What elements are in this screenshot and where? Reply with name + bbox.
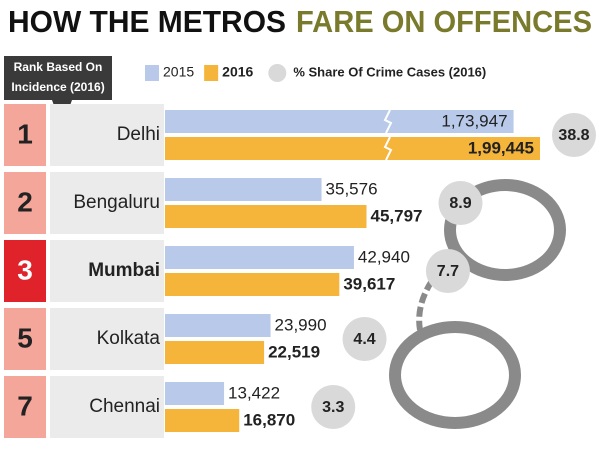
value-label: 13,422: [228, 383, 280, 402]
category-label: Bengaluru: [73, 192, 160, 213]
rank-header-line: Incidence (2016): [11, 80, 104, 94]
legend-swatch: [145, 65, 159, 81]
bar: [165, 409, 240, 432]
row-background: [50, 104, 164, 166]
axis-break: [383, 109, 393, 134]
bar: [165, 178, 322, 201]
value-label: 45,797: [371, 206, 423, 225]
rank-box: [4, 172, 46, 234]
bar: [165, 341, 265, 364]
share-label: 3.3: [322, 399, 344, 416]
rank-label: 2: [17, 186, 33, 217]
rank-label: 7: [17, 390, 33, 421]
share-label: 38.8: [558, 127, 589, 144]
category-label: Kolkata: [97, 328, 161, 349]
rank-label: 1: [17, 118, 33, 149]
share-circle: [552, 113, 596, 157]
bar: [165, 246, 354, 269]
row-background: [50, 172, 164, 234]
value-label: 16,870: [243, 410, 295, 429]
value-label: 1,73,947: [441, 111, 507, 130]
legend-label: 2015: [163, 64, 194, 80]
row-background: [50, 308, 164, 370]
row-background: [50, 240, 164, 302]
chart-title-highlight: FARE ON OFFENCES: [296, 4, 592, 39]
share-label: 7.7: [437, 263, 459, 280]
value-label: 35,576: [326, 179, 378, 198]
rank-box: [4, 308, 46, 370]
category-label: Chennai: [89, 396, 160, 417]
rank-label: 3: [17, 254, 33, 285]
bar: [165, 205, 367, 228]
rank-header-line: Rank Based On: [14, 60, 103, 74]
share-circle: [311, 385, 356, 429]
share-circle: [438, 181, 483, 225]
category-label: Mumbai: [88, 260, 160, 281]
legend-label: % Share Of Crime Cases (2016): [293, 64, 486, 79]
share-label: 8.9: [449, 195, 471, 212]
rank-box: [4, 240, 46, 302]
value-label: 42,940: [358, 247, 410, 266]
value-label: 22,519: [268, 342, 320, 361]
bar: [165, 110, 514, 133]
legend-label: 2016: [222, 64, 253, 80]
value-label: 1,99,445: [468, 138, 534, 157]
bar: [165, 314, 271, 337]
share-label: 4.4: [353, 331, 375, 348]
value-label: 39,617: [343, 274, 395, 293]
chart-title: HOW THE METROS: [8, 4, 286, 39]
legend-swatch: [204, 65, 219, 81]
value-label: 23,990: [275, 315, 327, 334]
rank-header-box: [4, 56, 112, 100]
bar: [165, 273, 340, 296]
share-circle: [342, 317, 387, 361]
category-label: Delhi: [117, 124, 160, 145]
share-circle: [425, 249, 470, 293]
axis-break: [383, 136, 393, 161]
rank-box: [4, 376, 46, 438]
row-background: [50, 376, 164, 438]
legend-swatch: [268, 64, 287, 82]
bar: [165, 137, 540, 160]
rank-label: 5: [17, 322, 33, 353]
bar: [165, 382, 225, 405]
rank-box: [4, 104, 46, 166]
